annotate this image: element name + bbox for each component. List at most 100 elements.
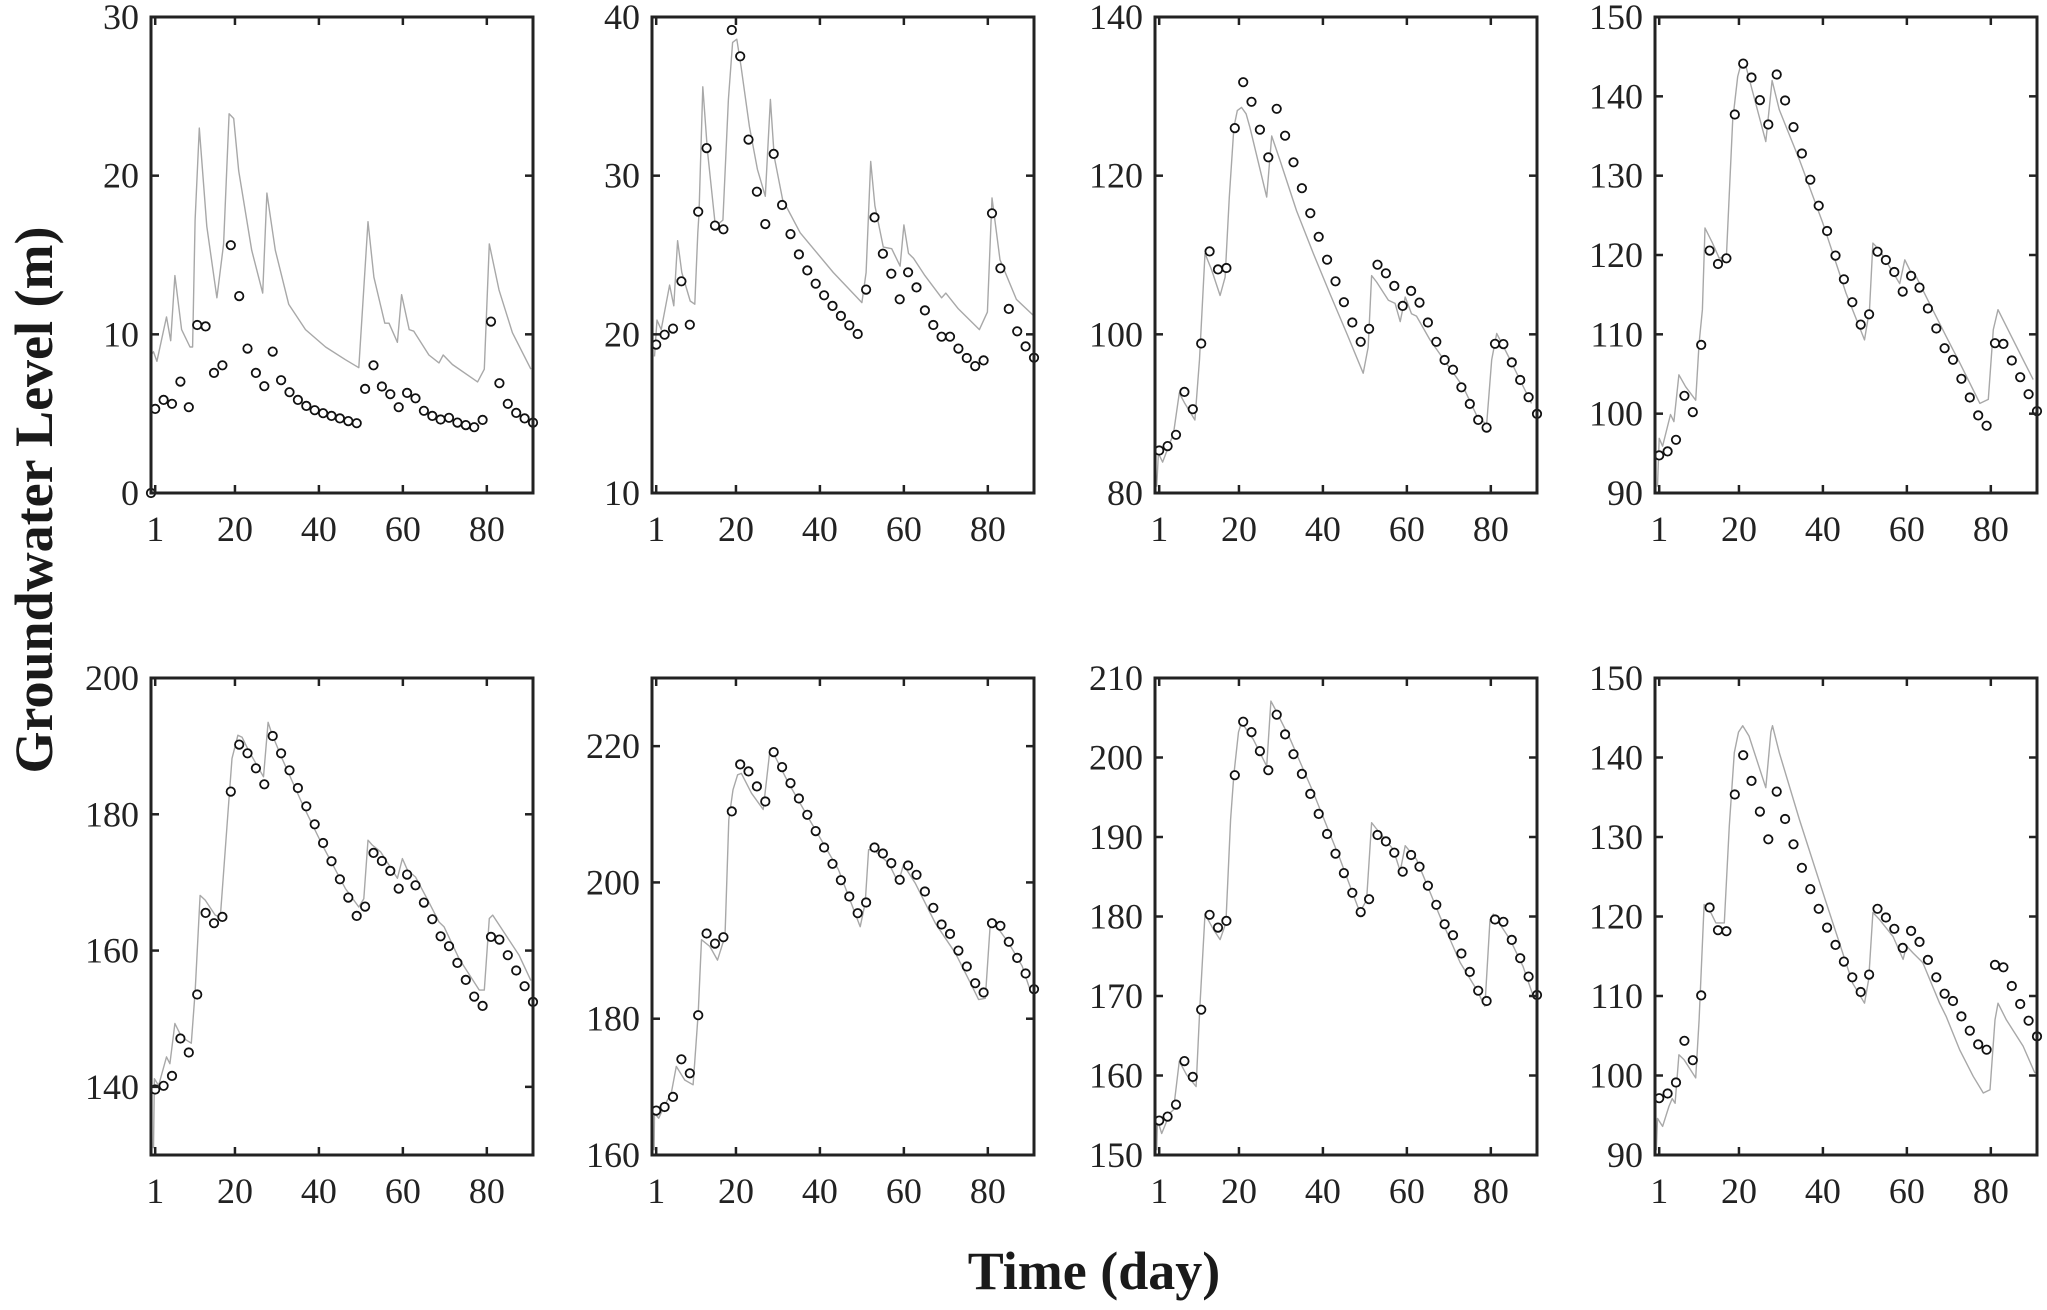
observed-point (200, 321, 211, 332)
observed-point (1254, 124, 1266, 135)
y-tick-label: 140 (85, 1067, 139, 1107)
observed-point (1771, 786, 1782, 797)
observed-point (1380, 836, 1392, 847)
y-tick-label: 0 (121, 473, 139, 513)
simulated-line (151, 113, 532, 383)
observed-point (1515, 953, 1526, 964)
observed-point (1922, 954, 1934, 966)
observed-point (158, 394, 169, 405)
observed-point (1889, 923, 1900, 934)
x-tick-label: 40 (1805, 1171, 1841, 1211)
observed-point (1254, 745, 1266, 757)
observed-point (309, 405, 320, 416)
observed-point (443, 412, 455, 423)
observed-point (1897, 286, 1908, 297)
observed-point (1847, 972, 1858, 983)
observed-point (776, 761, 788, 773)
observed-point (1221, 915, 1232, 927)
observed-point (877, 848, 889, 859)
observed-point (684, 319, 695, 330)
observed-point (1989, 959, 2001, 971)
x-tick-label: 60 (1389, 509, 1425, 549)
observed-point (1347, 887, 1358, 898)
observed-point (376, 381, 387, 392)
observed-point (953, 945, 964, 956)
observed-point (818, 842, 830, 853)
axes-frame (149, 15, 535, 495)
observed-point (1364, 894, 1375, 905)
observed-point (334, 874, 345, 885)
observed-point (460, 974, 471, 986)
observed-point (1696, 990, 1707, 1001)
observed-point (351, 418, 362, 429)
observed-point (1221, 262, 1232, 274)
observed-point (460, 419, 471, 431)
observed-point (2023, 389, 2034, 400)
x-axis-title: Time (day) (968, 1241, 1221, 1301)
x-tick-label: 1 (1650, 509, 1668, 549)
observed-point (1746, 775, 1757, 787)
x-tick-label: 60 (385, 1171, 421, 1211)
x-tick-label: 40 (1305, 509, 1341, 549)
observed-point (401, 387, 413, 398)
observed-point (317, 837, 329, 849)
observed-point (192, 989, 203, 1000)
observed-point (793, 249, 805, 260)
y-tick-label: 220 (586, 726, 640, 766)
observed-point (242, 343, 253, 354)
observed-point (511, 965, 522, 976)
observed-point (1347, 317, 1358, 328)
axes-frame (650, 676, 1036, 1157)
y-tick-label: 100 (1589, 1056, 1643, 1096)
observed-point (1330, 848, 1341, 859)
observed-point (978, 987, 989, 998)
observed-point (684, 1068, 695, 1079)
observed-point (1330, 276, 1341, 287)
y-tick-label: 130 (1589, 156, 1643, 196)
observed-point (158, 1080, 169, 1091)
observed-point (928, 902, 939, 913)
observed-point (1712, 925, 1724, 936)
y-axis-title: Groundwater Level (m) (4, 227, 64, 774)
observed-point (919, 305, 931, 316)
observed-point (1830, 939, 1841, 951)
observed-point (1020, 968, 1031, 979)
observed-point (393, 883, 404, 894)
x-tick-label: 80 (469, 509, 505, 549)
observed-point (1662, 1088, 1673, 1099)
observed-point (183, 402, 194, 413)
observed-point (659, 329, 670, 340)
observed-point (1838, 956, 1850, 967)
x-tick-label: 60 (1889, 509, 1925, 549)
observed-point (944, 331, 956, 342)
observed-point (1855, 986, 1866, 998)
observed-point (292, 782, 303, 794)
x-tick-label: 40 (1805, 509, 1841, 549)
observed-point (726, 24, 737, 36)
observed-point (326, 856, 337, 867)
observed-point (1914, 282, 1925, 293)
observed-point (751, 781, 763, 792)
observed-point (1981, 420, 1992, 431)
observed-point (301, 801, 312, 812)
observed-point (1296, 768, 1308, 780)
observed-point (1322, 828, 1333, 840)
x-tick-label: 80 (970, 509, 1006, 549)
observed-point (852, 328, 863, 340)
observed-point (835, 310, 847, 321)
observed-point (452, 417, 463, 428)
observed-point (1489, 914, 1501, 925)
observed-point (1754, 806, 1766, 817)
simulated-line (1655, 725, 2036, 1151)
observed-point (1998, 962, 2009, 973)
observed-point (1305, 788, 1316, 800)
observed-point (1431, 336, 1442, 347)
y-tick-label: 10 (103, 314, 139, 354)
x-tick-label: 40 (301, 1171, 337, 1211)
y-tick-label: 110 (1590, 976, 1643, 1016)
observed-point (1003, 936, 1014, 947)
observed-point (427, 410, 438, 421)
observed-point (393, 402, 404, 413)
observed-point (435, 414, 446, 425)
observed-point (494, 934, 505, 945)
